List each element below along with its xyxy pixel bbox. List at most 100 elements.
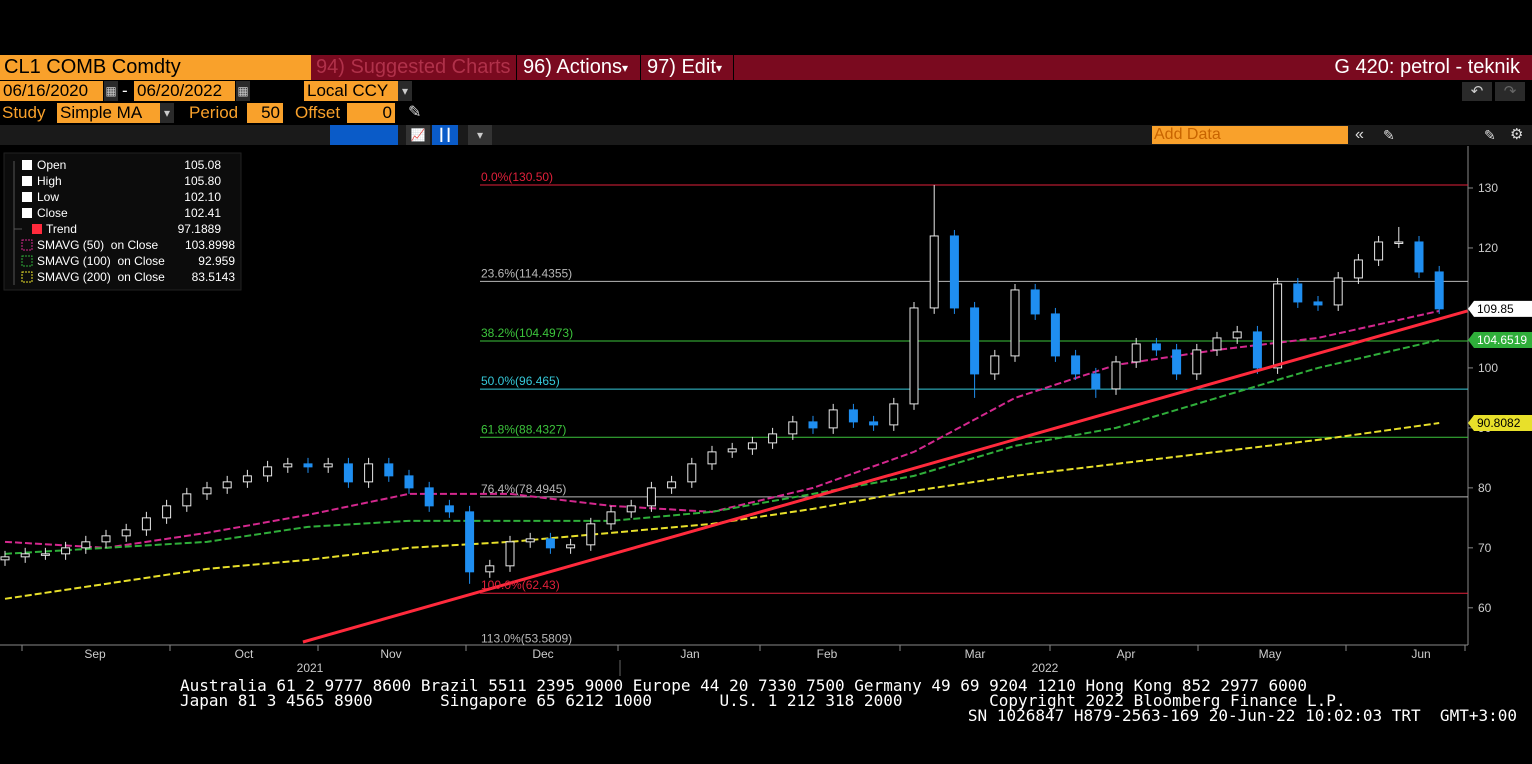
start-date[interactable]: 06/16/2020 [0,81,103,101]
candle-body [1252,331,1262,369]
legend-label: Open [37,158,66,172]
candle-body [101,535,111,543]
redo-button[interactable]: ↷ [1495,82,1525,101]
study-field[interactable]: Simple MA [57,103,160,123]
dropdown-icon[interactable]: ▾ [468,125,492,145]
settings-icon[interactable]: ⚙ [1510,126,1524,143]
legend-panel [3,152,242,291]
candle-body [1111,361,1121,390]
menu-edit[interactable]: 97) Edit [640,55,730,80]
legend-swatch [22,208,32,218]
toolbar-tab[interactable] [330,125,398,145]
candle-body [747,442,757,450]
candle-body [646,487,656,507]
end-date[interactable]: 06/20/2022 [134,81,235,101]
x-tick-label: Sep [84,647,106,661]
legend-label: Low [37,190,59,204]
legend-value: 83.5143 [192,270,236,284]
footer-contacts: Australia 61 2 9777 8600 Brazil 5511 239… [180,676,1308,695]
candle-body [485,565,495,573]
legend-swatch [21,255,33,267]
fib-label: 38.2%(104.4973) [481,326,573,340]
price-tag [1468,300,1532,317]
candle-body [626,505,636,513]
candle-body [40,553,50,556]
dropdown-icon[interactable]: ▾ [160,103,174,123]
legend-swatch [22,160,32,170]
candle-body [343,463,353,483]
collapse-icon[interactable]: « [1355,126,1364,143]
year-label: 2022 [1032,661,1059,675]
candle-body [788,421,798,435]
menu-suggested[interactable]: 94) Suggested Charts [316,56,511,78]
calendar-icon[interactable]: ▦ [104,81,118,101]
candle-body [707,451,717,465]
price-tag [1468,415,1532,432]
x-tick-label: Dec [532,647,553,661]
dropdown-icon[interactable]: ▾ [398,81,412,101]
currency-field[interactable]: Local CCY [304,81,398,101]
y-tick-label: 60 [1478,601,1492,615]
candle-body [1353,259,1363,279]
edit-icon[interactable]: ✎ [1484,127,1496,143]
candle-body [667,481,677,489]
security-field[interactable]: CL1 COMB Comdty [0,55,311,80]
period-field[interactable]: 50 [247,103,283,123]
candle-body [545,538,555,549]
menu-bar [311,55,1532,80]
candle-body [889,403,899,426]
legend-value: 105.80 [184,174,221,188]
candle-body [61,547,71,555]
candle-body [121,529,131,537]
candle-body [727,448,737,453]
candle-body [1414,241,1424,273]
legend-swatch [21,239,33,251]
candle-body [1212,337,1222,351]
line-chart-button[interactable]: 📈 [406,125,430,145]
candle-body [1091,373,1101,390]
calendar-icon[interactable]: ▦ [236,81,250,101]
candle-body [1151,343,1161,351]
legend-label: High [37,174,62,188]
undo-button[interactable]: ↶ [1462,82,1492,101]
fib-label: 100.0%(62.43) [481,578,560,592]
pen-icon[interactable]: ✎ [408,104,422,121]
candle-body [263,466,273,477]
candle-body [20,553,30,558]
menu-actions[interactable]: 96) Actions [516,55,636,80]
y-tick-label: 130 [1478,181,1498,195]
study-label: Study [2,103,46,122]
candle-body [1071,355,1081,375]
candle-body [283,463,293,468]
legend-value: 97.1889 [178,222,222,236]
add-data-field[interactable]: Add Data [1152,126,1348,144]
candle-body [404,475,414,489]
offset-field[interactable]: 0 [347,103,395,123]
candle-chart-button[interactable]: ┃┃ [432,125,458,145]
candle-body [525,538,535,543]
candle-body [1394,241,1404,244]
pen-icon[interactable]: ✎ [1383,127,1395,143]
price-tag [1468,332,1532,349]
legend-label: SMAVG (100) on Close [37,254,165,268]
fib-label: 76.4%(78.4945) [481,482,566,496]
candle-body [1172,349,1182,375]
x-tick-label: Mar [965,647,986,661]
y-tick-label: 120 [1478,241,1498,255]
legend-value: 92.959 [198,254,235,268]
fib-label: 23.6%(114.4355) [481,266,572,280]
x-tick-label: Oct [235,647,254,661]
year-label: 2021 [297,661,324,675]
fib-label: 113.0%(53.5809) [481,631,572,645]
candle-body [1030,289,1040,315]
candle-body [303,463,313,468]
x-tick-label: Feb [817,647,838,661]
moving-average [4,309,1440,549]
candle-body [384,463,394,477]
legend-swatch [22,176,32,186]
candle-body [81,541,91,549]
candle-body [566,544,576,549]
candle-body [909,307,919,405]
candle-body [848,409,858,423]
legend-tree [13,161,22,285]
